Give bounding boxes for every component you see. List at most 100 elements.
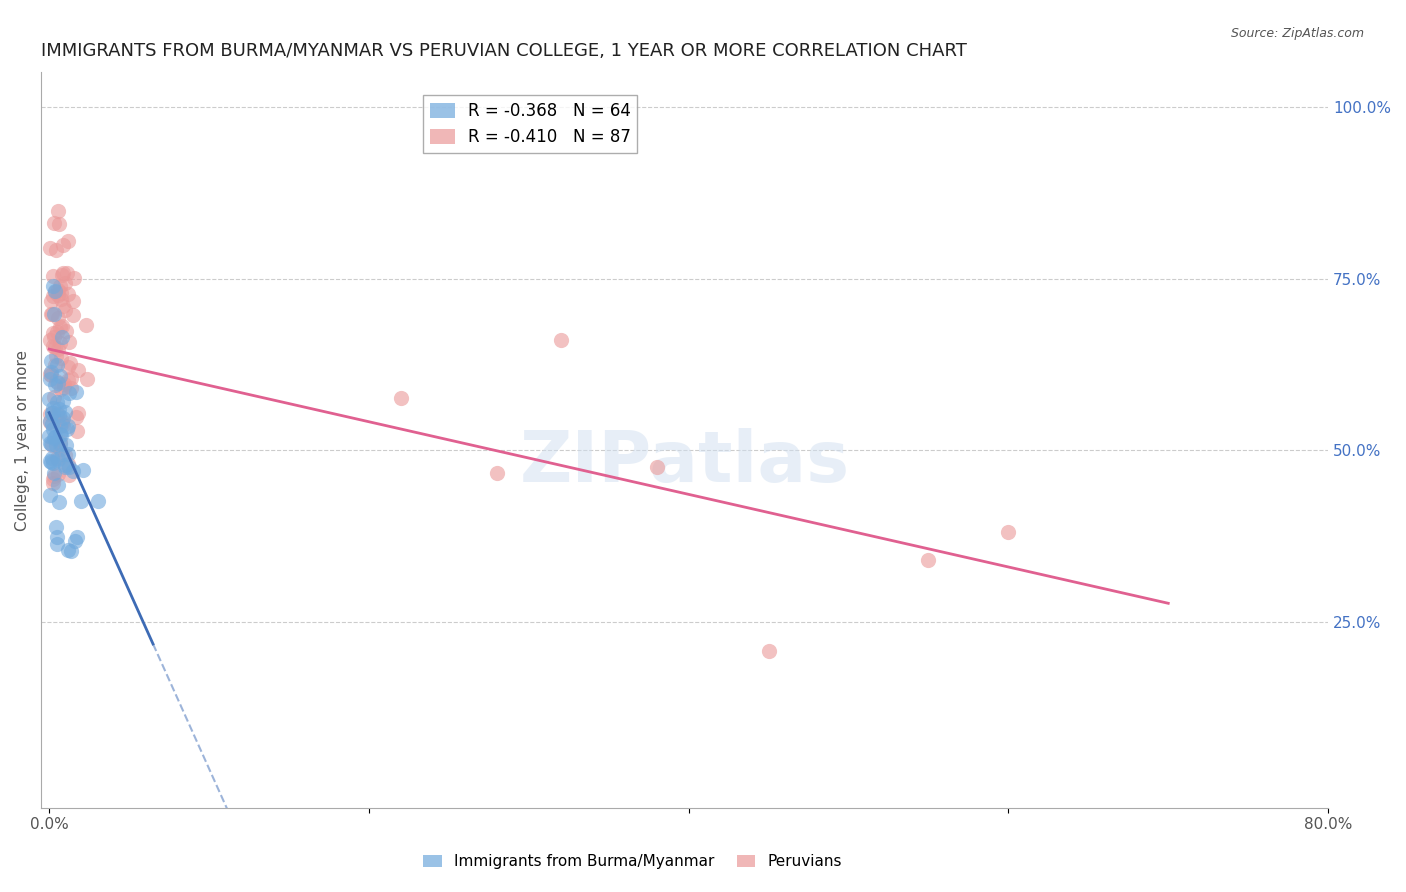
Point <box>49 351 72 365</box>
Point <box>58 235 80 249</box>
Point <box>485 467 508 481</box>
Point <box>38 415 60 429</box>
Point <box>46 325 69 339</box>
Point <box>49 336 72 351</box>
Point <box>49 292 72 306</box>
Point <box>44 358 66 372</box>
Point <box>46 394 69 409</box>
Text: ZIPatlas: ZIPatlas <box>520 427 849 497</box>
Point <box>389 391 412 405</box>
Legend: R = -0.368   N = 64, R = -0.410   N = 87: R = -0.368 N = 64, R = -0.410 N = 87 <box>423 95 637 153</box>
Point <box>41 308 63 322</box>
Point <box>49 427 72 442</box>
Point <box>53 376 76 391</box>
Point <box>42 467 65 481</box>
Point <box>48 401 70 416</box>
Point <box>65 410 87 425</box>
Point <box>58 467 80 482</box>
Point <box>48 442 70 456</box>
Point <box>52 238 75 252</box>
Point <box>45 349 67 363</box>
Point <box>59 381 82 395</box>
Point <box>42 278 65 293</box>
Point <box>58 385 80 400</box>
Point <box>62 294 84 309</box>
Point <box>58 373 80 387</box>
Point <box>42 326 65 341</box>
Point <box>87 493 110 508</box>
Point <box>56 447 79 461</box>
Point <box>48 217 70 231</box>
Point <box>41 406 63 420</box>
Point <box>52 411 75 425</box>
Point <box>39 414 62 428</box>
Point <box>46 530 69 544</box>
Point <box>39 437 62 451</box>
Point <box>75 318 97 333</box>
Point <box>46 452 69 467</box>
Point <box>46 467 69 481</box>
Point <box>44 430 66 444</box>
Point <box>59 356 82 370</box>
Point <box>39 488 62 502</box>
Point <box>46 450 69 465</box>
Point <box>42 390 65 404</box>
Point <box>41 406 63 420</box>
Point <box>66 424 89 438</box>
Point <box>48 278 70 293</box>
Point <box>45 358 67 372</box>
Point <box>45 437 67 451</box>
Point <box>49 419 72 434</box>
Y-axis label: College, 1 year or more: College, 1 year or more <box>15 350 30 531</box>
Point <box>42 268 65 283</box>
Point <box>63 271 86 285</box>
Point <box>58 334 80 349</box>
Point <box>65 384 87 399</box>
Point <box>997 525 1019 540</box>
Point <box>48 369 70 384</box>
Point <box>39 455 62 469</box>
Point <box>38 407 60 421</box>
Point <box>48 319 70 334</box>
Point <box>56 422 79 436</box>
Point <box>56 360 79 375</box>
Point <box>58 542 80 557</box>
Point <box>44 285 66 299</box>
Point <box>46 204 69 219</box>
Point <box>53 276 76 290</box>
Point <box>42 476 65 491</box>
Point <box>52 380 75 394</box>
Point <box>52 418 75 433</box>
Point <box>53 460 76 475</box>
Point <box>42 422 65 436</box>
Point <box>42 472 65 486</box>
Point <box>55 325 77 339</box>
Point <box>758 644 780 658</box>
Point <box>46 478 69 492</box>
Point <box>38 392 60 406</box>
Text: Source: ZipAtlas.com: Source: ZipAtlas.com <box>1230 27 1364 40</box>
Point <box>51 268 73 283</box>
Point <box>51 382 73 396</box>
Point <box>58 287 80 301</box>
Text: IMMIGRANTS FROM BURMA/MYANMAR VS PERUVIAN COLLEGE, 1 YEAR OR MORE CORRELATION CH: IMMIGRANTS FROM BURMA/MYANMAR VS PERUVIA… <box>41 42 967 60</box>
Point <box>46 342 69 356</box>
Point <box>41 294 63 309</box>
Point <box>46 537 69 551</box>
Point <box>41 406 63 420</box>
Point <box>49 434 72 449</box>
Point <box>550 333 572 347</box>
Point <box>46 288 69 302</box>
Point <box>49 428 72 442</box>
Point <box>645 460 668 475</box>
Point <box>59 543 82 558</box>
Point <box>45 374 67 388</box>
Point <box>917 553 939 567</box>
Point <box>56 457 79 471</box>
Legend: Immigrants from Burma/Myanmar, Peruvians: Immigrants from Burma/Myanmar, Peruvians <box>418 848 848 875</box>
Point <box>67 363 90 377</box>
Point <box>51 416 73 430</box>
Point <box>39 372 62 386</box>
Point <box>48 310 70 325</box>
Point <box>39 368 62 383</box>
